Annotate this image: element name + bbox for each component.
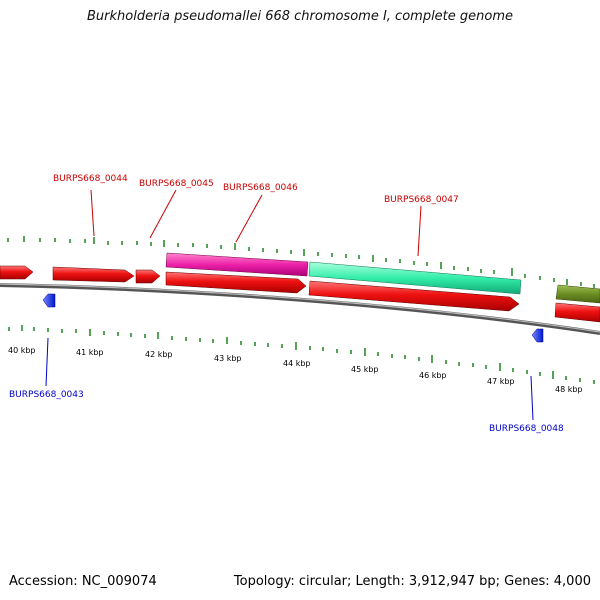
scale-label: 48 kbp	[555, 385, 583, 394]
leader-0044	[90, 189, 95, 237]
map-title: Burkholderia pseudomallei 668 chromosome…	[86, 9, 514, 24]
gene-bar-olive	[555, 284, 600, 304]
leader-0045	[149, 189, 177, 239]
leader-0047	[417, 205, 422, 257]
forward-genes-upper	[0, 252, 600, 304]
reverse-genes	[42, 293, 544, 343]
summary-text: Topology: circular; Length: 3,912,947 bp…	[233, 574, 591, 589]
gene-bar	[135, 269, 161, 284]
scale-labels: 40 kbp 41 kbp 42 kbp 43 kbp 44 kbp 45 kb…	[8, 346, 583, 394]
inner-ticks	[8, 325, 595, 384]
accession-text: Accession: NC_009074	[9, 574, 157, 589]
forward-genes-lower	[165, 271, 600, 323]
scale-label: 43 kbp	[214, 354, 242, 363]
label-leaders	[45, 189, 534, 421]
gene-bar-teal	[308, 261, 522, 295]
outer-ticks	[7, 236, 595, 288]
gene-bar-magenta	[165, 252, 309, 277]
genome-backbone	[0, 283, 600, 335]
leader-0043	[45, 337, 49, 387]
gene-bar	[52, 266, 135, 283]
scale-label: 47 kbp	[487, 377, 515, 386]
gene-label-0045: BURPS668_0045	[139, 179, 214, 189]
gene-labels: BURPS668_0044 BURPS668_0045 BURPS668_004…	[9, 174, 564, 434]
leader-0046	[235, 194, 263, 243]
gene-bar	[165, 271, 307, 294]
scale-label: 42 kbp	[145, 350, 173, 359]
scale-label: 46 kbp	[419, 371, 447, 380]
scale-label: 45 kbp	[351, 365, 379, 374]
genome-map: 40 kbp 41 kbp 42 kbp 43 kbp 44 kbp 45 kb…	[0, 174, 600, 434]
scale-label: 40 kbp	[8, 346, 36, 355]
gene-arrow-0048	[531, 328, 544, 343]
gene-bar	[0, 265, 34, 280]
scale-label: 44 kbp	[283, 359, 311, 368]
gene-label-0048: BURPS668_0048	[489, 424, 564, 434]
scale-label: 41 kbp	[76, 348, 104, 357]
gene-label-0046: BURPS668_0046	[223, 183, 298, 193]
leader-0048	[530, 375, 534, 421]
gene-label-0043: BURPS668_0043	[9, 390, 84, 400]
gene-bar	[308, 280, 520, 312]
gene-label-0044: BURPS668_0044	[53, 174, 128, 184]
gene-label-0047: BURPS668_0047	[384, 195, 459, 205]
gene-arrow-0043	[42, 293, 56, 308]
gene-bar	[554, 302, 600, 323]
